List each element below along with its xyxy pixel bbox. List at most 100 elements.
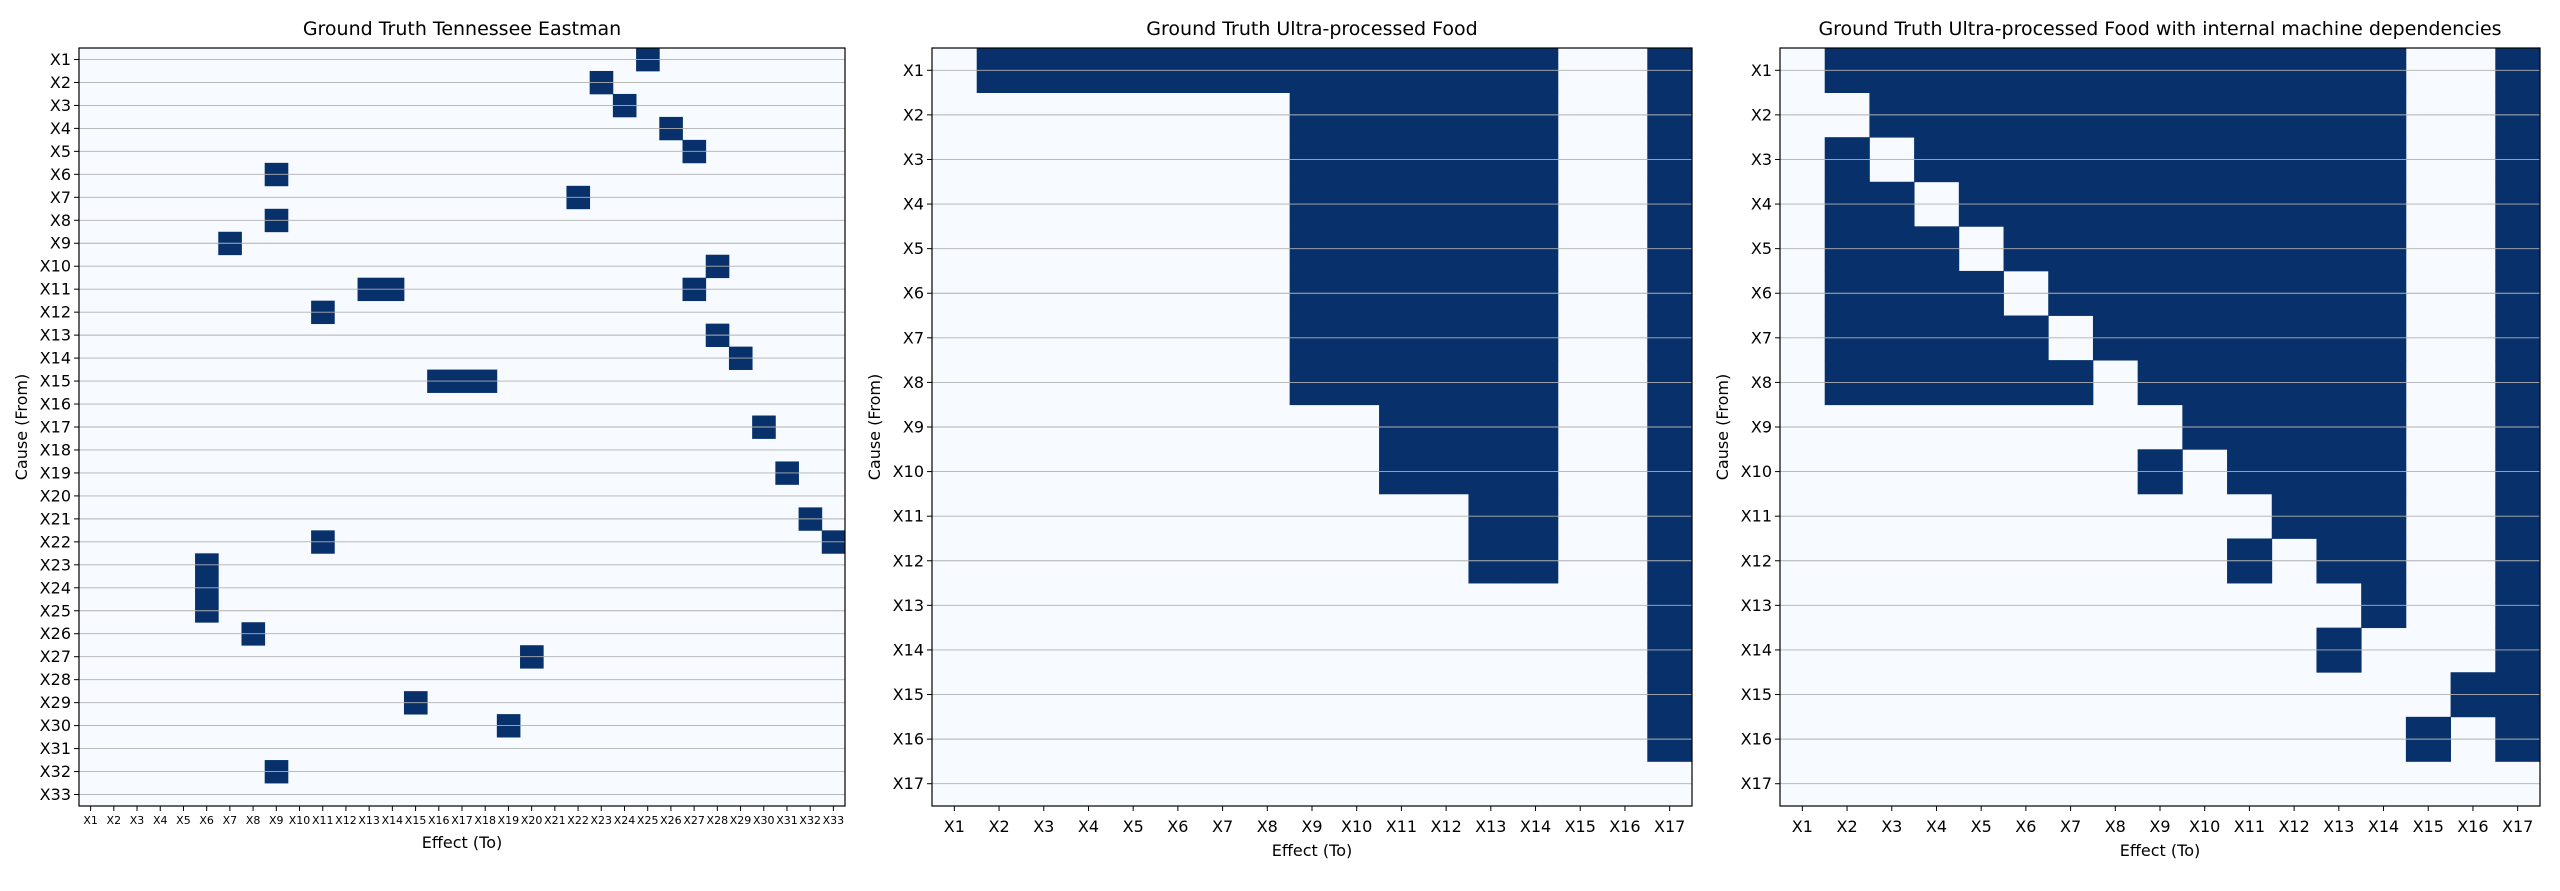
y-tick-label: X9 — [903, 418, 924, 437]
x-tick-label: X5 — [176, 814, 191, 827]
y-tick-label: X17 — [1741, 774, 1772, 793]
x-tick-label: X32 — [799, 814, 821, 827]
y-tick-label: X12 — [1741, 551, 1772, 570]
y-tick-label: X4 — [50, 119, 71, 138]
y-tick-label: X8 — [1751, 373, 1772, 392]
y-tick-label: X6 — [903, 284, 924, 303]
x-tick-label: X16 — [428, 814, 450, 827]
x-tick-label: X1 — [83, 814, 98, 827]
y-tick-label: X16 — [1741, 730, 1772, 749]
x-tick-label: X21 — [544, 814, 566, 827]
x-tick-label: X4 — [1078, 817, 1099, 836]
y-tick-label: X30 — [40, 716, 71, 735]
x-tick-label: X17 — [451, 814, 473, 827]
x-tick-label: X33 — [823, 814, 845, 827]
x-axis-label: Effect (To) — [422, 833, 502, 852]
x-tick-label: X4 — [153, 814, 168, 827]
y-tick-label: X12 — [40, 303, 71, 322]
x-tick-label: X27 — [683, 814, 705, 827]
x-tick-label: X5 — [1123, 817, 1144, 836]
x-tick-label: X16 — [2457, 817, 2488, 836]
x-tick-label: X11 — [1386, 817, 1417, 836]
y-tick-label: X14 — [893, 640, 924, 659]
y-tick-label: X2 — [1751, 105, 1772, 124]
y-tick-label: X11 — [893, 507, 924, 526]
y-tick-label: X1 — [1751, 61, 1772, 80]
y-tick-label: X11 — [1741, 507, 1772, 526]
x-tick-label: X13 — [1475, 817, 1506, 836]
x-tick-label: X13 — [2323, 817, 2354, 836]
y-tick-label: X11 — [40, 280, 71, 299]
x-tick-label: X8 — [2105, 817, 2126, 836]
y-tick-label: X21 — [40, 509, 71, 528]
y-tick-label: X3 — [1751, 150, 1772, 169]
y-tick-label: X26 — [40, 624, 71, 643]
x-tick-label: X16 — [1609, 817, 1640, 836]
y-tick-label: X9 — [50, 234, 71, 253]
y-tick-label: X23 — [40, 555, 71, 574]
x-tick-label: X10 — [289, 814, 311, 827]
y-tick-label: X1 — [903, 61, 924, 80]
x-tick-label: X12 — [2278, 817, 2309, 836]
x-axis-label: Effect (To) — [1272, 841, 1352, 860]
x-tick-label: X12 — [335, 814, 357, 827]
x-tick-label: X12 — [1430, 817, 1461, 836]
y-tick-label: X17 — [40, 418, 71, 437]
y-tick-label: X4 — [1751, 195, 1772, 214]
y-tick-label: X10 — [893, 462, 924, 481]
x-tick-label: X5 — [1971, 817, 1992, 836]
x-tick-label: X8 — [1257, 817, 1278, 836]
y-tick-label: X6 — [50, 165, 71, 184]
y-tick-label: X15 — [893, 685, 924, 704]
x-tick-label: X3 — [1881, 817, 1902, 836]
x-tick-label: X11 — [312, 814, 334, 827]
x-tick-label: X4 — [1926, 817, 1947, 836]
x-tick-label: X23 — [590, 814, 612, 827]
x-tick-label: X2 — [1836, 817, 1857, 836]
x-tick-label: X2 — [107, 814, 122, 827]
chart-title: Ground Truth Ultra-processed Food with i… — [1818, 18, 2501, 40]
y-tick-label: X13 — [1741, 596, 1772, 615]
y-tick-label: X16 — [893, 730, 924, 749]
chart-title: Ground Truth Tennessee Eastman — [303, 18, 621, 40]
x-tick-label: X6 — [1167, 817, 1188, 836]
y-tick-label: X12 — [893, 551, 924, 570]
y-tick-label: X5 — [903, 239, 924, 258]
y-tick-label: X15 — [1741, 685, 1772, 704]
x-tick-label: X6 — [199, 814, 214, 827]
x-tick-label: X6 — [2015, 817, 2036, 836]
y-tick-label: X7 — [903, 328, 924, 347]
chart-title: Ground Truth Ultra-processed Food — [1146, 18, 1477, 40]
x-tick-label: X9 — [2149, 817, 2170, 836]
x-tick-label: X10 — [2189, 817, 2220, 836]
y-tick-label: X22 — [40, 532, 71, 551]
x-tick-label: X24 — [614, 814, 636, 827]
x-tick-label: X3 — [1033, 817, 1054, 836]
y-tick-label: X7 — [50, 188, 71, 207]
x-tick-label: X10 — [1341, 817, 1372, 836]
y-tick-label: X5 — [50, 142, 71, 161]
x-tick-label: X11 — [2234, 817, 2265, 836]
x-tick-label: X15 — [405, 814, 427, 827]
x-tick-label: X13 — [358, 814, 380, 827]
y-tick-label: X16 — [40, 395, 71, 414]
x-tick-label: X30 — [753, 814, 775, 827]
x-tick-label: X8 — [246, 814, 261, 827]
y-tick-label: X19 — [40, 463, 71, 482]
y-tick-label: X17 — [893, 774, 924, 793]
y-tick-label: X24 — [40, 578, 71, 597]
y-tick-label: X27 — [40, 647, 71, 666]
x-tick-label: X15 — [2413, 817, 2444, 836]
x-tick-label: X26 — [660, 814, 682, 827]
x-tick-label: X28 — [707, 814, 729, 827]
y-tick-label: X18 — [40, 440, 71, 459]
y-axis-label: Cause (From) — [865, 374, 884, 481]
y-tick-label: X3 — [50, 96, 71, 115]
y-tick-label: X3 — [903, 150, 924, 169]
heatmap-panel-2: X1 X2 X3 X4 X5 X6 X7 X8 X9 X10 X11 X12 X13 X14 X15 X16 X… — [865, 18, 1693, 860]
x-tick-label: X2 — [988, 817, 1009, 836]
x-tick-label: X7 — [223, 814, 238, 827]
x-tick-label: X25 — [637, 814, 659, 827]
y-tick-label: X5 — [1751, 239, 1772, 258]
y-tick-label: X20 — [40, 486, 71, 505]
